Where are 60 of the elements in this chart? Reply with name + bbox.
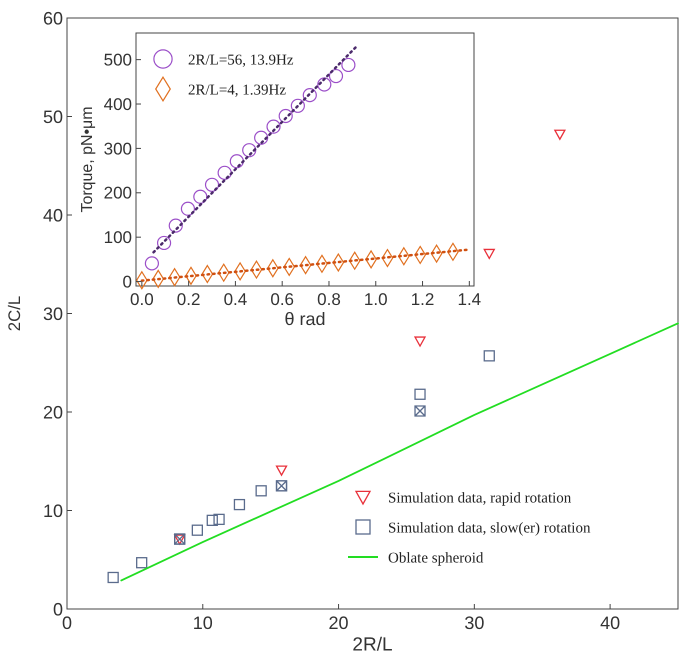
x-tick-label: 10 bbox=[192, 613, 213, 633]
x-tick-label: 0.6 bbox=[270, 290, 294, 309]
point bbox=[341, 58, 356, 72]
point bbox=[234, 498, 246, 510]
point bbox=[213, 514, 225, 526]
legend-label: Simulation data, slow(er) rotation bbox=[388, 520, 591, 536]
x-tick-label: 40 bbox=[600, 613, 620, 633]
point bbox=[278, 108, 293, 124]
legend-label: 2R/L=56, 13.9Hz bbox=[188, 52, 294, 68]
y-tick-label: 100 bbox=[104, 228, 132, 248]
point bbox=[266, 120, 281, 134]
y-tick-label: 300 bbox=[104, 139, 132, 158]
legend-label: Simulation data, rapid rotation bbox=[388, 490, 572, 506]
point bbox=[156, 236, 172, 250]
point bbox=[414, 336, 426, 347]
point bbox=[290, 98, 305, 113]
x-tick-label: 20 bbox=[328, 613, 349, 633]
x-tick-label: 30 bbox=[464, 613, 484, 633]
point bbox=[218, 166, 232, 180]
x-tick-label: 1.0 bbox=[364, 290, 388, 309]
point bbox=[484, 248, 495, 260]
point bbox=[108, 572, 119, 584]
y-tick-label: 60 bbox=[42, 8, 63, 28]
y-tick-label: 50 bbox=[42, 106, 63, 127]
point bbox=[317, 77, 332, 92]
legend-label: Oblate spheroid bbox=[388, 550, 484, 566]
point bbox=[242, 143, 256, 158]
y-tick-label: 20 bbox=[42, 402, 63, 422]
point bbox=[204, 178, 220, 192]
point bbox=[276, 465, 288, 476]
point bbox=[180, 202, 196, 216]
y-tick-label: 30 bbox=[42, 304, 63, 324]
x-axis-title: 2R/L bbox=[352, 634, 393, 656]
point bbox=[230, 154, 244, 168]
y-axis-title: Torque, pN•μm bbox=[78, 106, 96, 212]
x-tick-label: 1.2 bbox=[410, 290, 434, 309]
x-tick-label: 0.8 bbox=[317, 290, 341, 309]
x-tick-label: 1.4 bbox=[458, 290, 482, 309]
point bbox=[414, 405, 426, 417]
point bbox=[168, 218, 183, 233]
y-tick-label: 400 bbox=[104, 94, 132, 114]
point bbox=[328, 68, 344, 84]
y-tick-label: 10 bbox=[42, 500, 63, 521]
point bbox=[254, 130, 268, 145]
point bbox=[302, 88, 317, 102]
x-axis-title: θ rad bbox=[284, 309, 326, 330]
x-tick-label: 0.4 bbox=[224, 290, 248, 309]
point bbox=[193, 190, 208, 204]
point bbox=[414, 388, 426, 400]
x-tick-label: 0.2 bbox=[176, 290, 200, 309]
point bbox=[554, 130, 566, 140]
y-axis-title: 2C/L bbox=[5, 296, 24, 332]
y-tick-label: 0 bbox=[52, 599, 63, 620]
point bbox=[144, 256, 160, 270]
x-tick-label: 0.0 bbox=[130, 290, 154, 309]
legend-label: 2R/L=4, 1.39Hz bbox=[188, 82, 286, 98]
y-tick-label: 200 bbox=[104, 184, 132, 203]
y-tick-label: 0 bbox=[122, 272, 132, 292]
y-tick-label: 500 bbox=[104, 50, 132, 70]
y-tick-label: 40 bbox=[42, 205, 63, 226]
